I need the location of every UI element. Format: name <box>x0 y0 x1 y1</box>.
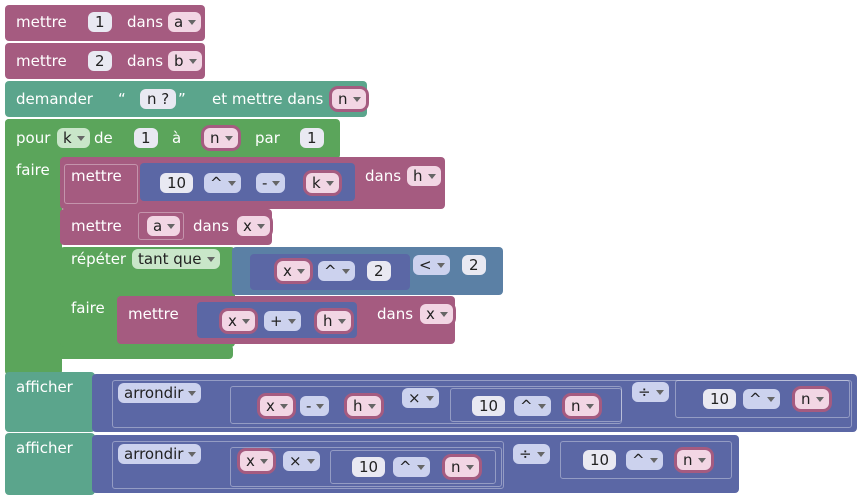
block-label: mettre <box>71 167 122 185</box>
option-dropdown[interactable]: k <box>57 128 90 148</box>
operator-dropdown[interactable]: ÷ <box>513 444 550 464</box>
variable-dropdown[interactable]: n <box>445 457 479 477</box>
operator-dropdown[interactable]: + <box>264 311 301 331</box>
variable-dropdown[interactable]: h <box>317 311 351 331</box>
number-field[interactable]: n ? <box>140 89 177 109</box>
operator-dropdown[interactable]: ^ <box>626 450 663 470</box>
operator-dropdown[interactable]: arrondir <box>118 383 202 403</box>
number-field[interactable]: 2 <box>88 51 112 71</box>
block-label: faire <box>71 299 105 317</box>
variable-dropdown[interactable]: n <box>332 89 366 109</box>
block-outline <box>450 388 622 422</box>
block-outline <box>112 441 504 489</box>
block-label: ” <box>178 90 186 108</box>
variable-dropdown[interactable]: x <box>222 311 255 331</box>
block-outline <box>138 212 184 240</box>
number-field[interactable]: 2 <box>462 255 486 275</box>
block-outline <box>330 450 496 484</box>
block-outline <box>675 380 850 418</box>
block-outline <box>560 441 732 479</box>
operator-dropdown[interactable]: ^ <box>393 457 430 477</box>
block-label: mettre <box>16 13 67 31</box>
number-field[interactable]: 10 <box>583 450 617 470</box>
block-label: mettre <box>16 52 67 70</box>
variable-dropdown[interactable]: n <box>204 128 238 148</box>
number-field[interactable]: 10 <box>472 396 506 416</box>
variable-dropdown[interactable]: k <box>306 173 339 193</box>
operator-dropdown[interactable]: - <box>256 173 286 193</box>
block-label: pour <box>16 129 51 147</box>
operator-dropdown[interactable]: - <box>300 396 330 416</box>
variable-dropdown[interactable]: x <box>420 304 453 324</box>
number-field[interactable]: 1 <box>134 128 158 148</box>
operator-dropdown[interactable]: ^ <box>514 396 551 416</box>
block-label: mettre <box>128 305 179 323</box>
block-label: demander <box>16 90 93 108</box>
number-field[interactable]: 10 <box>352 457 386 477</box>
variable-dropdown[interactable]: n <box>677 450 711 470</box>
block-label: dans <box>377 305 414 323</box>
option-dropdown[interactable]: tant que <box>132 249 220 269</box>
variable-dropdown[interactable]: b <box>168 51 202 71</box>
print-block[interactable] <box>5 372 95 432</box>
variable-dropdown[interactable]: x <box>237 216 270 236</box>
block-label: faire <box>16 161 50 179</box>
operator-dropdown[interactable]: × <box>402 388 439 408</box>
operator-dropdown[interactable]: × <box>283 451 320 471</box>
block-label: mettre <box>71 217 122 235</box>
number-field[interactable]: 10 <box>703 389 737 409</box>
block-label: par <box>255 129 280 147</box>
variable-dropdown[interactable]: x <box>240 451 273 471</box>
block-outline <box>64 164 138 204</box>
operator-dropdown[interactable]: < <box>413 255 450 275</box>
loop-block[interactable] <box>5 119 62 375</box>
operator-dropdown[interactable]: ^ <box>743 389 780 409</box>
number-field[interactable]: 10 <box>160 173 194 193</box>
number-field[interactable]: 1 <box>88 12 112 32</box>
block-outline <box>230 386 622 424</box>
variable-dropdown[interactable]: a <box>168 12 202 32</box>
number-field[interactable]: 1 <box>300 128 324 148</box>
operator-dropdown[interactable]: ^ <box>204 173 241 193</box>
operator-dropdown[interactable]: arrondir <box>118 444 202 464</box>
variable-dropdown[interactable]: x <box>277 261 310 281</box>
block-outline <box>112 380 852 428</box>
block-outline <box>230 447 502 487</box>
block-label: dans <box>365 167 402 185</box>
variable-dropdown[interactable]: x <box>260 396 293 416</box>
variable-dropdown[interactable]: n <box>795 389 829 409</box>
number-field[interactable]: 2 <box>367 261 391 281</box>
block-label: et mettre dans <box>212 90 324 108</box>
block-label: à <box>172 129 182 147</box>
ask-block[interactable] <box>5 81 367 117</box>
block-label: de <box>94 129 113 147</box>
operator-dropdown[interactable]: ^ <box>318 261 355 281</box>
loop-block[interactable] <box>5 345 233 359</box>
block-label: “ <box>118 90 126 108</box>
variable-dropdown[interactable]: n <box>565 396 599 416</box>
block-label: dans <box>127 52 164 70</box>
print-block[interactable] <box>5 433 95 495</box>
block-label: afficher <box>16 378 73 396</box>
block-label: répéter <box>71 250 127 268</box>
variable-dropdown[interactable]: h <box>407 166 441 186</box>
block-label: afficher <box>16 439 73 457</box>
variable-dropdown[interactable]: h <box>347 396 381 416</box>
operator-dropdown[interactable]: ÷ <box>632 382 669 402</box>
block-label: dans <box>193 217 230 235</box>
variable-dropdown[interactable]: a <box>147 216 181 236</box>
block-label: dans <box>127 13 164 31</box>
